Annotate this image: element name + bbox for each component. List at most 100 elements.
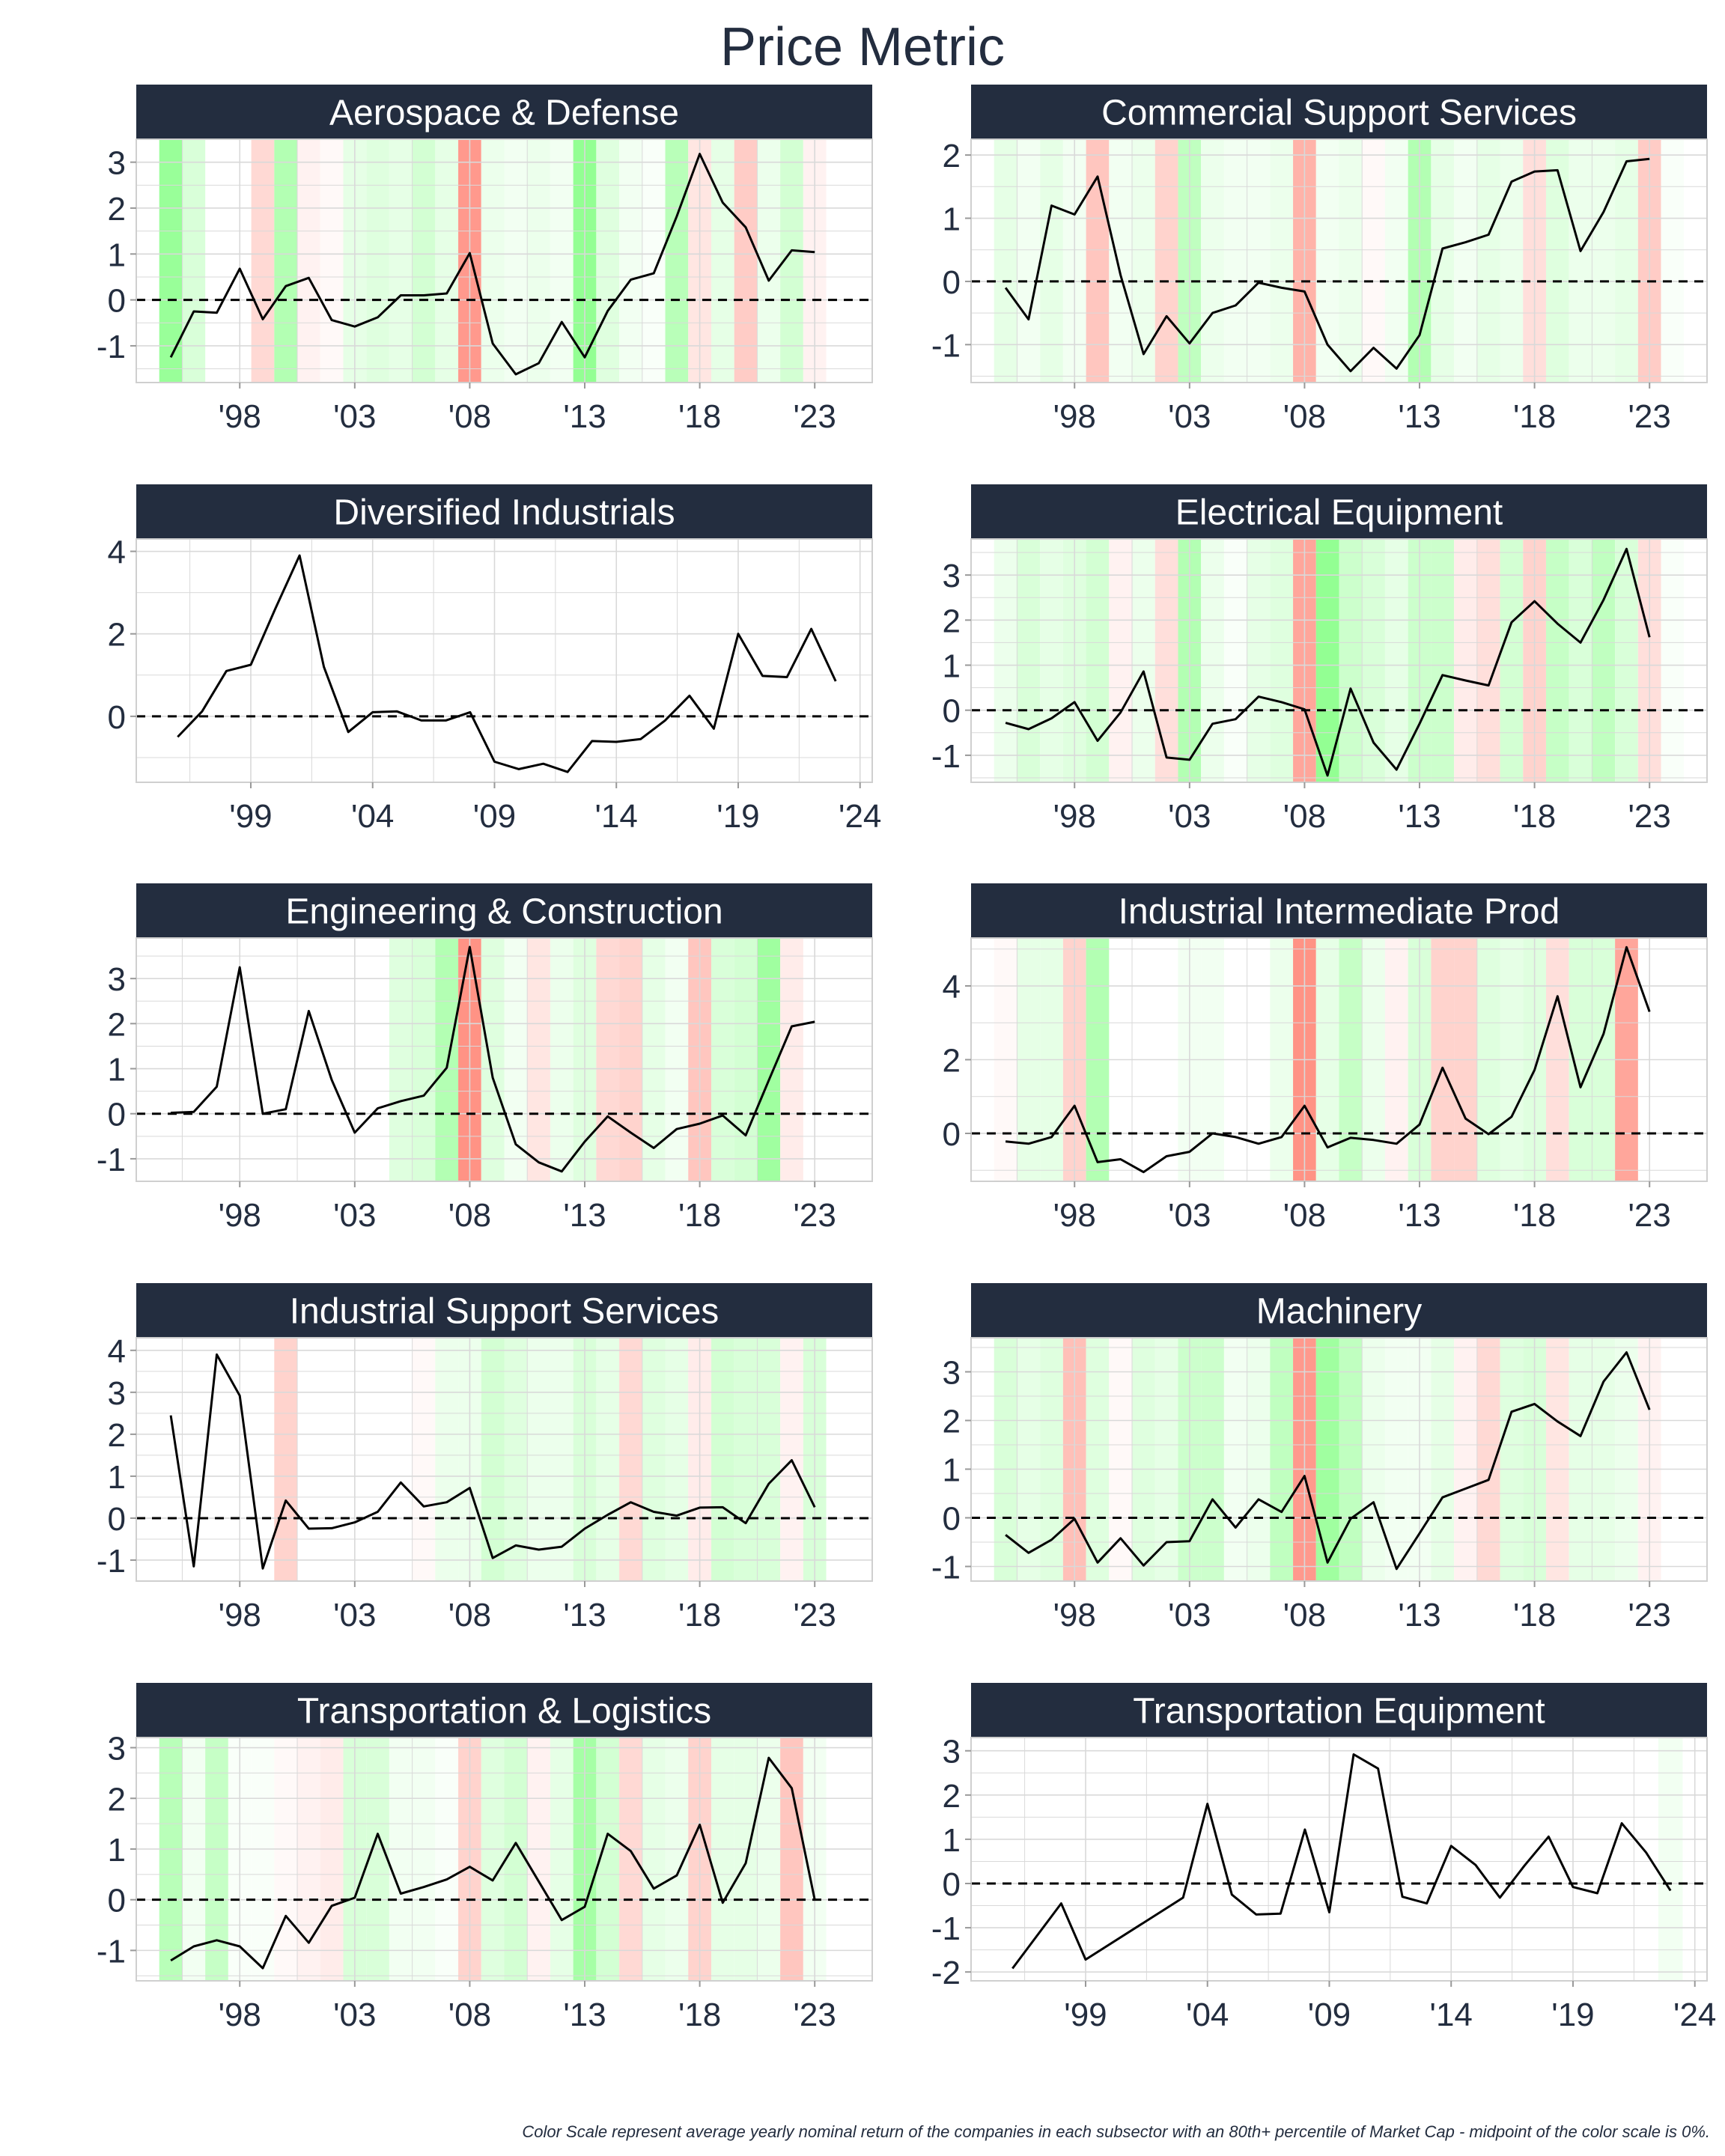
shading-band [596,139,620,383]
shading-band [1658,1738,1683,1981]
x-tick-label: '98 [219,1197,261,1234]
series-line [1005,547,1651,777]
shading-band [527,1738,550,1981]
shading-band [619,1738,642,1981]
series-line [169,153,815,376]
y-tick-label: 2 [108,191,126,228]
panel-header [136,883,872,938]
x-tick-label: '99 [229,798,272,835]
shading-band [1384,539,1408,782]
shading-band [274,1338,298,1581]
shading-band [274,1738,298,1981]
shading-band [481,1738,505,1981]
panel-industrial-support-services: Industrial Support Services -1 0 1 2 3 4 '98 '03… [97,1283,873,1633]
shading-band [619,1338,642,1581]
shading-band [1569,139,1592,383]
y-tick-label: 1 [943,1822,961,1859]
x-tick-label: '14 [1430,1997,1473,2033]
shading-band [1201,139,1224,383]
x-tick-label: '08 [448,1997,491,2033]
x-tick-label: '98 [219,1597,261,1633]
figure-title: Price Metric [719,17,1006,77]
shading-band [994,1338,1017,1581]
shading-band [665,1338,689,1581]
shading-band [1476,539,1500,782]
shading-band [389,1738,413,1981]
x-tick-label: '23 [1628,798,1671,835]
panel-header [971,484,1707,539]
y-tick-label: 0 [943,264,961,301]
panel-aerospace-defense: Aerospace & Defense -1 0 1 2 3 '98 '03 '08 '13 '18… [97,85,873,435]
shading-band [1615,1338,1638,1581]
y-tick-label: 2 [943,603,961,639]
y-tick-label: 0 [108,283,126,320]
y-tick-label: -1 [931,1910,961,1947]
shading-band [642,1338,666,1581]
shading-band [757,1338,781,1581]
y-tick-label: -1 [97,1142,126,1178]
x-tick-label: '08 [1283,398,1326,435]
shading-band [1661,139,1685,383]
shading-band [297,1738,320,1981]
shading-band [994,139,1017,383]
y-tick-label: 4 [943,969,961,1005]
x-tick-label: '98 [219,1997,261,2033]
shading-band [1362,139,1385,383]
y-tick-label: 2 [943,138,961,174]
series-line [1004,157,1650,373]
shading-band [1154,1338,1178,1581]
panel-border [970,1337,1708,1582]
shading-band [1315,1338,1339,1581]
y-tick-label: -1 [931,738,961,775]
shading-band [780,1738,803,1981]
shading-band [389,139,413,383]
shading-band [711,139,734,383]
panel-transportation-equipment: Transportation Equipment -2 -1 0 1 2 3 '99 '04 '0… [931,1683,1716,2033]
shading-band [1569,1338,1592,1581]
series-line [1011,1753,1672,1970]
x-tick-label: '18 [1513,798,1556,835]
shading-band [182,1738,206,1981]
shading-band [527,1338,550,1581]
shading-band [665,139,689,383]
y-tick-label: 0 [943,1501,961,1538]
shading-band [1201,1338,1224,1581]
panel-title: Aerospace & Defense [329,94,679,133]
panel-header [971,1283,1707,1338]
x-tick-label: '14 [595,798,638,835]
shading-band [1017,1338,1041,1581]
shading-band [1476,139,1500,383]
panel-title: Diversified Industrials [333,493,675,533]
x-tick-label: '18 [1513,1197,1556,1234]
plot-area [136,539,872,782]
y-tick-label: 2 [943,1404,961,1440]
x-tick-label: '23 [1628,1597,1671,1633]
x-tick-label: '19 [1551,1997,1594,2033]
shading-band [159,1738,183,1981]
shading-band [1545,139,1569,383]
shading-band [1384,1338,1408,1581]
x-tick-label: '08 [448,1597,491,1633]
y-tick-label: 3 [943,558,961,594]
x-tick-label: '03 [333,1197,376,1234]
series-line [169,1353,816,1570]
shading-band [389,938,413,1181]
y-tick-label: 2 [943,1778,961,1815]
panel-title: Commercial Support Services [1101,94,1577,133]
x-tick-label: '23 [794,1997,836,2033]
shading-band [251,139,275,383]
shading-band [994,539,1017,782]
y-tick-label: -1 [931,327,961,364]
shading-band [550,1338,574,1581]
shading-band [1270,139,1294,383]
series-line [170,1756,816,1970]
y-tick-label: 3 [108,961,126,998]
shading-band [1592,139,1616,383]
shading-band [734,1338,758,1581]
shading-band [711,1738,734,1981]
panel-header [971,883,1707,938]
x-tick-label: '03 [1168,398,1211,435]
shading-band [435,1338,459,1581]
x-tick-label: '98 [1053,1597,1096,1633]
y-tick-label: -2 [931,1955,961,1991]
